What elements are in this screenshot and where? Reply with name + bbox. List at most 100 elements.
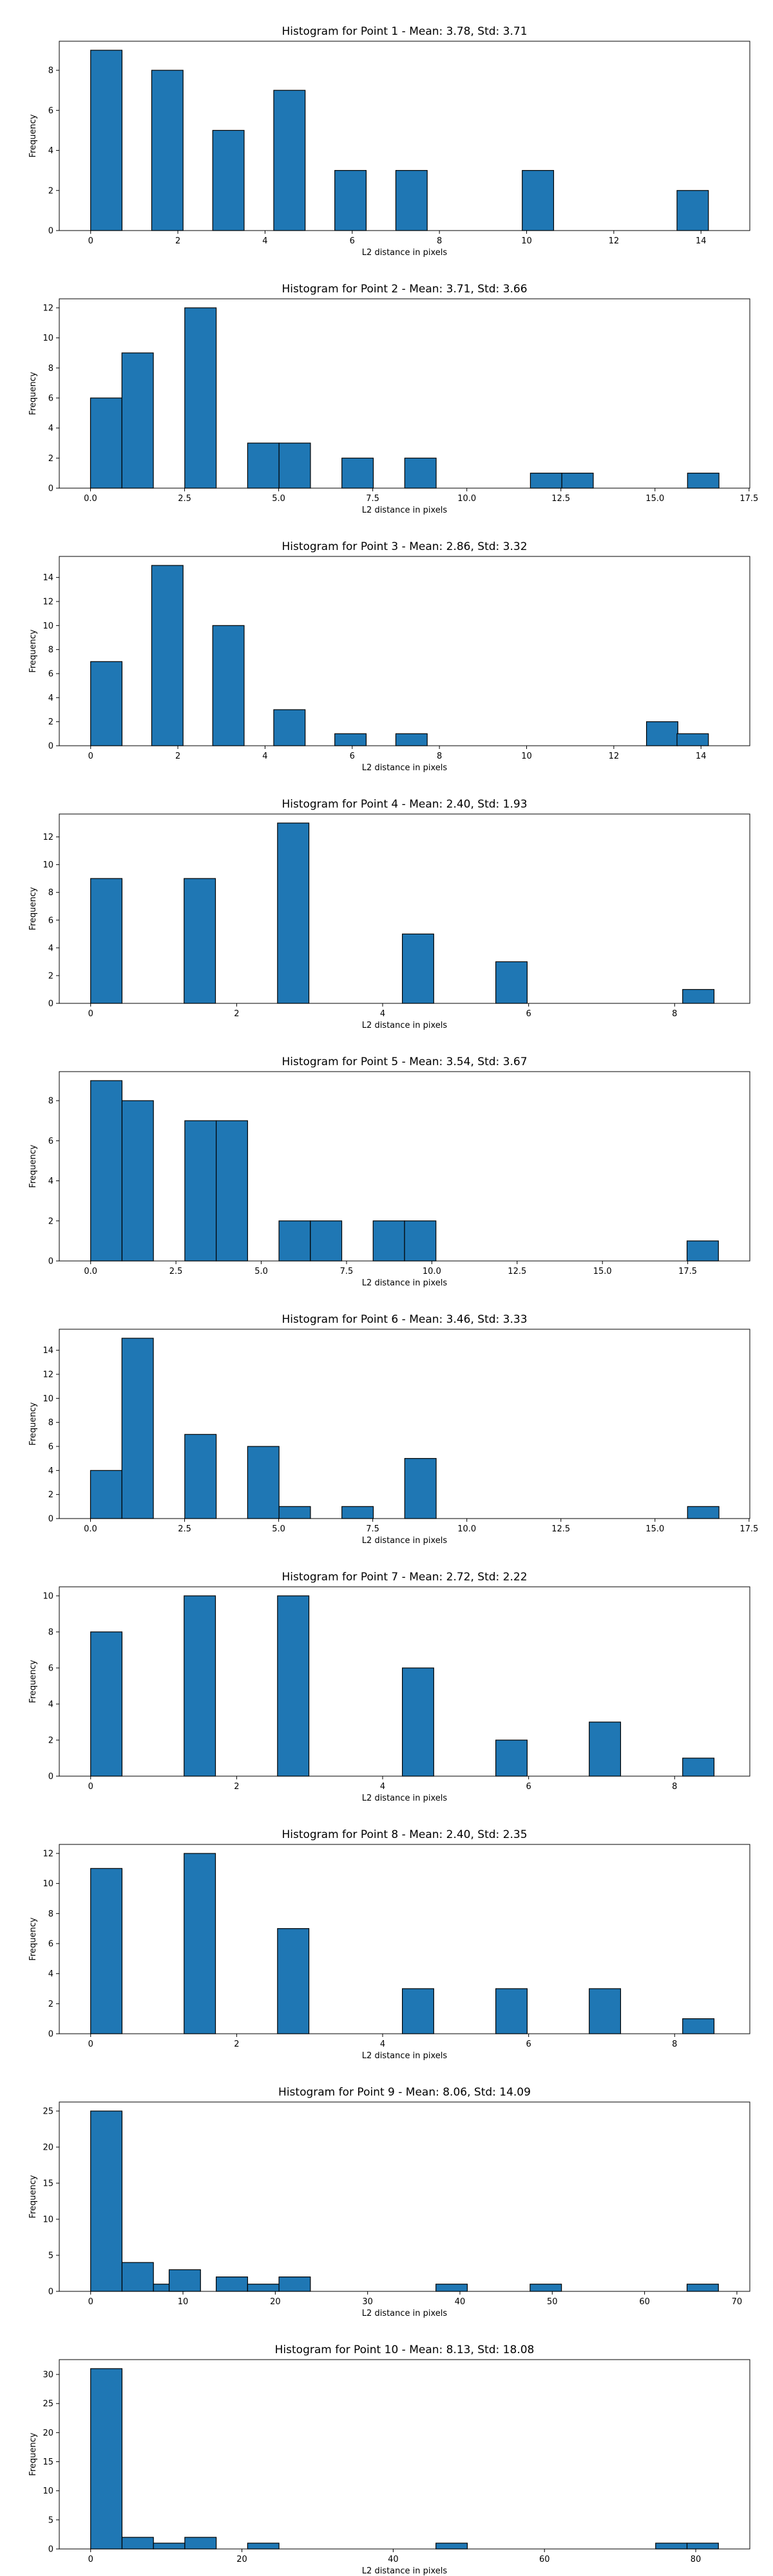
x-tick-label: 8 <box>672 1009 677 1019</box>
plot-frame <box>59 2359 750 2550</box>
y-tick-label: 6 <box>48 106 53 116</box>
x-tick-label: 6 <box>526 1782 531 1792</box>
histogram-bar <box>184 1120 217 1262</box>
histogram-bar <box>395 170 428 231</box>
histogram-bar <box>247 1446 280 1519</box>
y-tick-label: 0 <box>48 484 53 494</box>
chart-title: Histogram for Point 4 - Mean: 2.40, Std:… <box>282 798 527 811</box>
x-tick-label: 6 <box>350 236 355 246</box>
y-tick-label: 5 <box>48 2515 53 2525</box>
histogram-bar <box>90 1470 122 1519</box>
x-tick-label: 17.5 <box>678 1267 697 1276</box>
x-tick-label: 7.5 <box>366 1524 379 1534</box>
y-tick-label: 2 <box>48 971 53 981</box>
x-tick-label: 7.5 <box>366 494 379 504</box>
x-tick-label: 10.0 <box>457 1524 476 1534</box>
x-tick-label: 2.5 <box>178 1524 191 1534</box>
y-axis-label: Frequency <box>28 887 38 930</box>
x-tick-label: 4 <box>262 752 267 761</box>
y-tick-label: 10 <box>43 1879 53 1889</box>
x-tick-label: 2.5 <box>169 1267 183 1276</box>
y-tick-label: 0 <box>48 742 53 752</box>
x-tick-label: 12 <box>609 236 620 246</box>
histogram-bar <box>589 1721 622 1777</box>
histogram-bar <box>530 473 562 489</box>
histogram-bar <box>646 721 678 746</box>
y-tick-label: 2 <box>48 1736 53 1746</box>
histogram-bar <box>435 2543 468 2550</box>
chart-title: Histogram for Point 10 - Mean: 8.13, Std… <box>275 2344 535 2356</box>
x-tick-label: 12.5 <box>508 1267 526 1276</box>
histogram-bar <box>168 2269 201 2292</box>
histogram-bar <box>687 1506 720 1519</box>
y-tick-label: 8 <box>48 1909 53 1919</box>
x-axis-label: L2 distance in pixels <box>362 2566 448 2576</box>
histogram-chart-8: Histogram for Point 8 - Mean: 2.40, Std:… <box>28 1828 750 2061</box>
histogram-bar <box>561 473 594 489</box>
y-tick-label: 4 <box>48 1969 53 1979</box>
histogram-chart-6: Histogram for Point 6 - Mean: 3.46, Std:… <box>28 1313 758 1546</box>
histogram-bar <box>121 2262 154 2292</box>
y-axis-label: Frequency <box>28 1660 38 1703</box>
x-tick-label: 8 <box>437 752 442 761</box>
chart-title: Histogram for Point 5 - Mean: 3.54, Std:… <box>282 1056 527 1068</box>
y-tick-label: 25 <box>43 2400 53 2409</box>
y-tick-label: 2 <box>48 717 53 727</box>
histogram-bar <box>90 661 123 746</box>
histogram-bar <box>121 2537 154 2550</box>
y-tick-label: 5 <box>48 2251 53 2261</box>
x-tick-label: 14 <box>696 752 707 761</box>
y-tick-label: 2 <box>48 1490 53 1500</box>
plot-frame <box>59 41 750 231</box>
x-tick-label: 2 <box>234 2040 239 2049</box>
histogram-bar <box>530 2284 562 2292</box>
histogram-bar <box>372 1220 405 1262</box>
histogram-chart-10: Histogram for Point 10 - Mean: 8.13, Std… <box>28 2344 750 2576</box>
histogram-bar <box>341 1506 374 1519</box>
x-tick-label: 15.0 <box>645 494 664 504</box>
chart-title: Histogram for Point 7 - Mean: 2.72, Std:… <box>282 1571 527 1584</box>
histogram-bar <box>334 733 367 746</box>
histogram-bar <box>495 1988 528 2034</box>
x-tick-label: 17.5 <box>740 1524 758 1534</box>
x-tick-label: 14 <box>696 236 707 246</box>
x-tick-label: 5.0 <box>254 1267 268 1276</box>
histogram-bar <box>216 1120 248 1262</box>
histogram-bar <box>216 2277 248 2292</box>
histogram-bar <box>278 1220 311 1262</box>
histogram-bar <box>687 473 720 489</box>
chart-title: Histogram for Point 2 - Mean: 3.71, Std:… <box>282 283 527 296</box>
y-tick-label: 6 <box>48 394 53 404</box>
y-tick-label: 14 <box>43 1346 53 1356</box>
histogram-bar <box>247 2284 280 2292</box>
histogram-bar <box>686 1240 719 1262</box>
y-tick-label: 4 <box>48 694 53 703</box>
x-tick-label: 20 <box>236 2555 247 2564</box>
x-tick-label: 0.0 <box>84 1524 97 1534</box>
x-tick-label: 0 <box>88 2555 93 2564</box>
x-tick-label: 10 <box>178 2297 189 2307</box>
histogram-bar <box>121 1338 154 1519</box>
y-tick-label: 10 <box>43 334 53 343</box>
x-tick-label: 80 <box>691 2555 701 2564</box>
histogram-bar <box>402 1667 434 1777</box>
x-tick-label: 0.0 <box>84 494 97 504</box>
y-tick-label: 0 <box>48 2030 53 2040</box>
y-tick-label: 25 <box>43 2107 53 2117</box>
y-tick-label: 20 <box>43 2143 53 2153</box>
histogram-bar <box>686 2543 719 2550</box>
histogram-bar <box>184 2537 217 2550</box>
histogram-bar <box>278 2277 311 2292</box>
x-axis-label: L2 distance in pixels <box>362 2051 448 2061</box>
histogram-bar <box>522 170 555 231</box>
y-tick-label: 6 <box>48 1940 53 1949</box>
histogram-bar <box>676 733 709 746</box>
x-tick-label: 2.5 <box>178 494 191 504</box>
histogram-bar <box>184 878 216 1004</box>
histogram-bar <box>90 878 123 1004</box>
histogram-bar <box>90 50 123 231</box>
y-tick-label: 12 <box>43 304 53 314</box>
histogram-bar <box>495 961 528 1004</box>
x-tick-label: 4 <box>380 2040 385 2049</box>
y-tick-label: 0 <box>48 1515 53 1524</box>
